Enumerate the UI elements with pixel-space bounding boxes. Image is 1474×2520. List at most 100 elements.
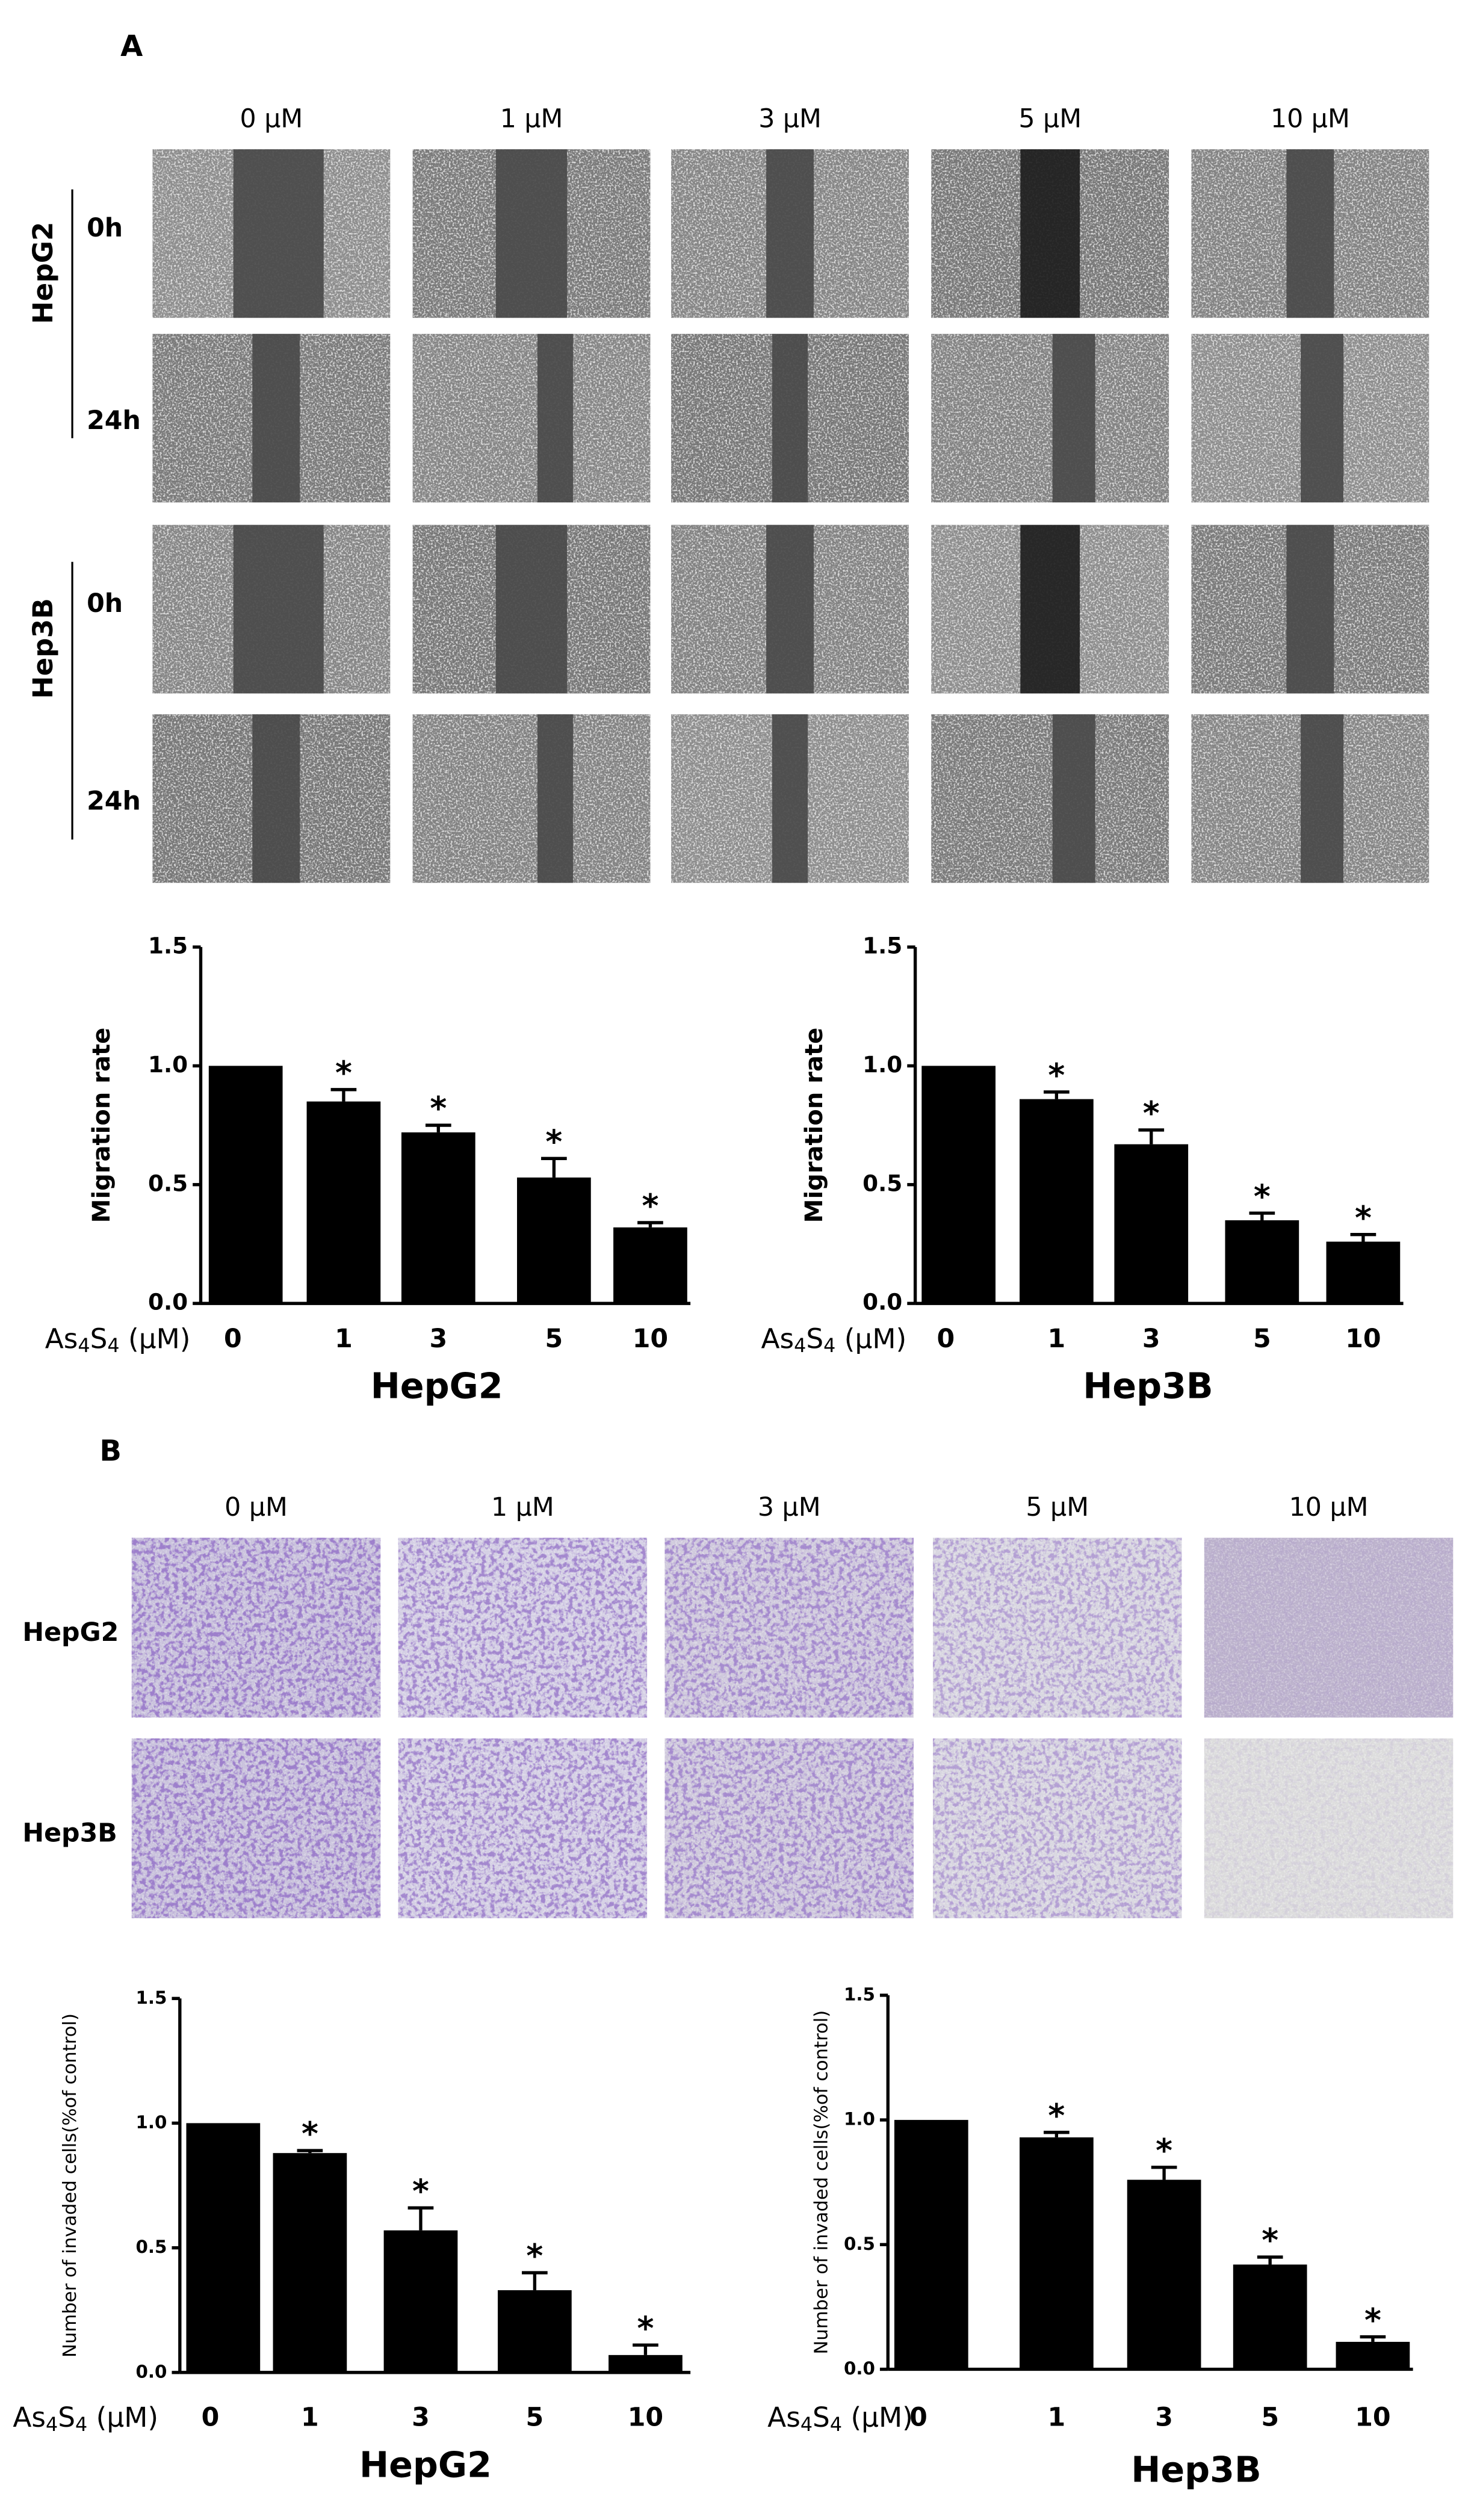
wound-gap <box>537 714 574 883</box>
y-tick-label: 0.5 <box>862 1170 902 1196</box>
x-axis-label: As4S4 (μM) <box>13 2401 158 2436</box>
y-tick-label: 0.0 <box>844 2358 875 2379</box>
wound-gap <box>1052 333 1095 502</box>
bar <box>1233 2264 1307 2370</box>
bar <box>1114 1144 1189 1304</box>
x-axis-label: As4S4 (μM) <box>767 2401 913 2436</box>
wound-gap <box>766 149 814 318</box>
wound-gap <box>495 149 568 318</box>
micrograph-texture <box>412 333 651 502</box>
stained-cells <box>131 1738 381 1918</box>
significance-mark: * <box>1364 2301 1381 2339</box>
micrograph-texture <box>931 333 1169 502</box>
column-label: 5 μM <box>1018 104 1082 134</box>
y-axis-label: Migration rate <box>88 1028 116 1223</box>
x-tick-label: 5 <box>526 2403 544 2433</box>
bar <box>1225 1220 1299 1304</box>
bar <box>208 1066 283 1304</box>
chart-title: HepG2 <box>371 1366 503 1407</box>
significance-mark: * <box>1048 2096 1065 2134</box>
x-tick-label: 10 <box>633 1324 668 1354</box>
wound-gap <box>233 525 324 694</box>
wound-gap <box>1020 525 1080 694</box>
micrograph-texture <box>412 714 651 883</box>
x-tick-label: 1 <box>1048 2403 1066 2433</box>
micrograph-texture <box>931 714 1169 883</box>
panel-label: B <box>99 1434 122 1468</box>
stained-cells <box>664 1738 914 1918</box>
bar <box>498 2290 572 2373</box>
wound-gap <box>537 333 574 502</box>
wound-gap <box>1052 714 1095 883</box>
significance-mark: * <box>1156 2131 1172 2169</box>
bar <box>1127 2179 1201 2370</box>
chart-title: Hep3B <box>1131 2449 1261 2490</box>
y-tick-label: 1.0 <box>148 1051 188 1078</box>
y-tick-label: 0.0 <box>148 1289 188 1315</box>
stained-cells <box>398 1738 648 1918</box>
y-tick-label: 1.5 <box>136 1987 167 2008</box>
wound-gap <box>1301 333 1344 502</box>
x-tick-label: 0 <box>937 1324 955 1354</box>
y-tick-label: 1.5 <box>148 932 188 959</box>
column-label: 1 μM <box>500 104 563 134</box>
wound-gap <box>252 714 300 883</box>
x-tick-label: 0 <box>224 1324 242 1354</box>
x-tick-label: 0 <box>909 2403 927 2433</box>
y-tick-label: 0.0 <box>136 2361 167 2382</box>
significance-mark: * <box>637 2309 654 2347</box>
x-axis-label: As4S4 (μM) <box>761 1323 907 1357</box>
significance-mark: * <box>412 2172 429 2210</box>
x-tick-label: 0 <box>202 2403 220 2433</box>
wound-gap <box>1286 149 1334 318</box>
bar <box>306 1101 381 1304</box>
y-axis-label: Migration rate <box>800 1028 828 1223</box>
y-tick-label: 0.0 <box>862 1289 902 1315</box>
chart-title: Hep3B <box>1083 1366 1213 1407</box>
cell-line-label: Hep3B <box>22 1818 117 1848</box>
bar <box>273 2153 347 2373</box>
x-tick-label: 10 <box>1345 1324 1381 1354</box>
bar <box>1336 2341 1410 2370</box>
y-tick-label: 1.0 <box>862 1051 902 1078</box>
y-tick-label: 1.0 <box>844 2109 875 2129</box>
x-tick-label: 3 <box>429 1324 447 1354</box>
chart-title: HepG2 <box>359 2444 492 2485</box>
y-tick-label: 1.5 <box>862 932 902 959</box>
stained-cells <box>1204 1738 1454 1918</box>
y-tick-label: 0.5 <box>148 1170 188 1196</box>
panel-label: A <box>120 29 143 63</box>
significance-mark: * <box>1048 1056 1065 1094</box>
bar <box>613 1227 687 1304</box>
significance-mark: * <box>1254 1178 1271 1215</box>
bar <box>517 1177 591 1304</box>
bar <box>921 1066 996 1304</box>
y-tick-label: 0.5 <box>136 2237 167 2257</box>
bar <box>1326 1241 1401 1304</box>
x-tick-label: 5 <box>1261 2403 1279 2433</box>
wound-gap <box>772 333 808 502</box>
time-label: 0h <box>87 588 123 619</box>
column-label: 5 μM <box>1026 1492 1089 1522</box>
y-axis-label: Number of invaded cells(%of control) <box>811 2010 832 2355</box>
x-tick-label: 5 <box>545 1324 563 1354</box>
bar <box>186 2123 261 2373</box>
time-label: 24h <box>87 786 141 816</box>
wound-gap <box>1286 525 1334 694</box>
column-label: 3 μM <box>758 104 822 134</box>
column-label: 3 μM <box>758 1492 821 1522</box>
x-axis-label: As4S4 (μM) <box>45 1323 191 1357</box>
significance-mark: * <box>302 2115 318 2153</box>
significance-mark: * <box>642 1187 658 1225</box>
x-tick-label: 3 <box>1155 2403 1173 2433</box>
column-label: 10 μM <box>1289 1492 1369 1522</box>
x-tick-label: 3 <box>412 2403 430 2433</box>
y-tick-label: 1.5 <box>844 1984 875 2004</box>
x-tick-label: 10 <box>628 2403 663 2433</box>
bar <box>1020 1099 1094 1304</box>
stained-cells <box>932 1537 1182 1718</box>
bar <box>1020 2137 1094 2370</box>
x-tick-label: 3 <box>1142 1324 1160 1354</box>
wound-gap <box>495 525 568 694</box>
